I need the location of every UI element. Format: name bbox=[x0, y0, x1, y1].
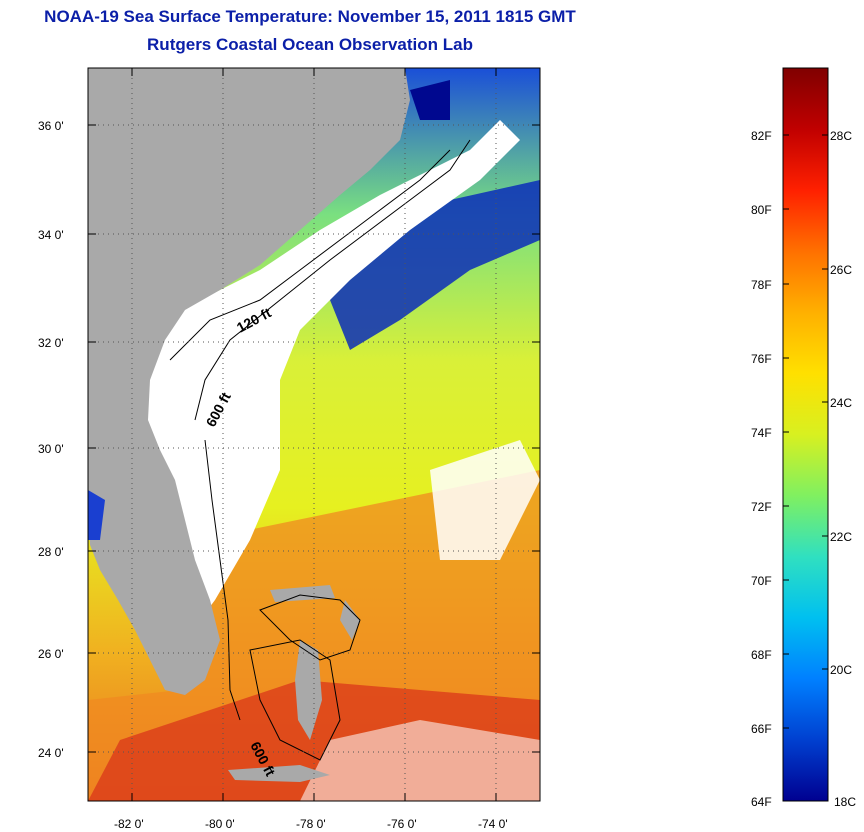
graticule bbox=[88, 68, 540, 801]
colorbar-f-82: 82F bbox=[751, 129, 772, 143]
colorbar-f-74: 74F bbox=[751, 426, 772, 440]
colorbar-f-64: 64F bbox=[751, 795, 772, 809]
lat-label-28: 28 0' bbox=[38, 545, 64, 559]
lon-label-74: -74 0' bbox=[478, 817, 508, 831]
colorbar-f-76: 76F bbox=[751, 352, 772, 366]
map-subtitle: Rutgers Coastal Ocean Observation Lab bbox=[147, 35, 473, 54]
land-andros-island bbox=[295, 640, 322, 740]
colorbar-c-24: 24C bbox=[830, 396, 852, 410]
lat-label-30: 30 0' bbox=[38, 442, 64, 456]
contour-600ft bbox=[194, 139, 471, 421]
land-abaco bbox=[340, 600, 360, 640]
contour-bahama-bank-north bbox=[259, 594, 361, 661]
contour-florida-shelf bbox=[204, 439, 241, 721]
lat-label-36: 36 0' bbox=[38, 119, 64, 133]
lon-label-80: -80 0' bbox=[205, 817, 235, 831]
lat-label-32: 32 0' bbox=[38, 336, 64, 350]
colorbar-c-18: 18C bbox=[834, 795, 856, 809]
land-mainland bbox=[88, 68, 410, 695]
map-title: NOAA-19 Sea Surface Temperature: Novembe… bbox=[44, 7, 576, 26]
colorbar bbox=[782, 67, 829, 802]
land-cuba-edge bbox=[228, 765, 330, 782]
lat-label-26: 26 0' bbox=[38, 647, 64, 661]
colorbar-c-22: 22C bbox=[830, 530, 852, 544]
colorbar-c-20: 20C bbox=[830, 663, 852, 677]
contour-bahama-bank-great bbox=[249, 639, 341, 761]
lat-label-24: 24 0' bbox=[38, 746, 64, 760]
colorbar-c-26: 26C bbox=[830, 263, 852, 277]
colorbar-f-72: 72F bbox=[751, 500, 772, 514]
lat-label-34: 34 0' bbox=[38, 228, 64, 242]
colorbar-f-70: 70F bbox=[751, 574, 772, 588]
gulf-cold-patch bbox=[88, 490, 105, 540]
lon-label-76: -76 0' bbox=[387, 817, 417, 831]
cold-water-patch bbox=[410, 80, 450, 120]
colorbar-ticks bbox=[783, 134, 828, 729]
cloud-cover-coastal bbox=[140, 120, 520, 620]
colorbar-f-80: 80F bbox=[751, 203, 772, 217]
cloud-cover-offshore bbox=[430, 440, 540, 560]
map-area bbox=[88, 68, 540, 801]
contour-120ft bbox=[169, 149, 451, 361]
colorbar-f-78: 78F bbox=[751, 278, 772, 292]
axis-ticks bbox=[88, 68, 540, 801]
colorbar-f-66: 66F bbox=[751, 722, 772, 736]
lon-label-78: -78 0' bbox=[296, 817, 326, 831]
colorbar-c-28: 28C bbox=[830, 129, 852, 143]
cloud-cover-south bbox=[300, 720, 540, 801]
lon-label-82: -82 0' bbox=[114, 817, 144, 831]
colorbar-f-68: 68F bbox=[751, 648, 772, 662]
